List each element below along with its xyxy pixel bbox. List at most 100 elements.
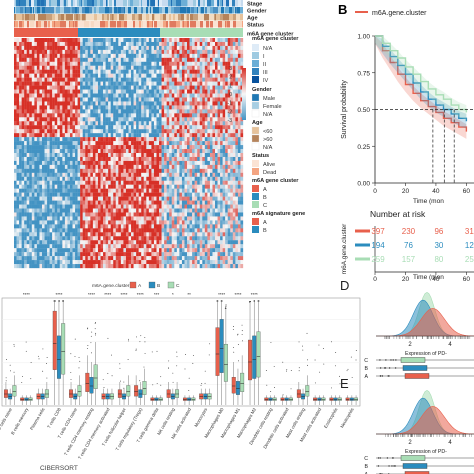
heatmap-cell: [197, 81, 200, 86]
heatmap-cell: [220, 164, 223, 170]
annotation-cell: [42, 7, 43, 14]
heatmap-cell: [36, 208, 40, 213]
annotation-cell: [238, 0, 239, 7]
heatmap-cell: [47, 97, 50, 102]
heatmap-cell: [62, 184, 66, 189]
heatmap-cell: [19, 57, 22, 62]
heatmap-cell: [110, 236, 114, 241]
heatmap-cell: [36, 196, 40, 201]
heatmap-cell: [151, 224, 155, 229]
heatmap-cell: [62, 145, 66, 150]
heatmap-cell: [166, 160, 170, 166]
heatmap-cell: [26, 168, 30, 173]
heatmap-cell: [85, 232, 88, 237]
heatmap-cell: [80, 73, 83, 78]
heatmap-cell: [240, 153, 244, 158]
annotation-cell: [41, 0, 44, 7]
heatmap-cell: [179, 228, 183, 233]
heatmap-cell: [153, 101, 157, 106]
heatmap-cell: [69, 200, 73, 205]
heatmap-cell: [235, 153, 239, 158]
heatmap-cell: [176, 45, 180, 51]
annotation-cell: [139, 14, 142, 21]
heatmap-cell: [82, 93, 86, 98]
heatmap-cell: [171, 149, 175, 154]
heatmap-cell: [29, 216, 32, 221]
heatmap-cell: [24, 141, 27, 146]
heatmap-cell: [131, 69, 134, 74]
heatmap-cell: [85, 77, 88, 82]
heatmap-cell: [174, 137, 177, 142]
heatmap-cell: [41, 176, 45, 181]
heatmap-cell: [87, 137, 91, 142]
heatmap-cell: [230, 129, 233, 134]
heatmap-cell: [57, 224, 60, 229]
annotation-cell: [57, 0, 60, 7]
annotation-cell: [60, 7, 62, 14]
heatmap-cell: [19, 113, 22, 118]
heatmap-cell: [34, 212, 38, 217]
heatmap-cell: [85, 38, 88, 43]
heatmap-cell: [16, 153, 20, 158]
heatmap-cell: [171, 200, 175, 205]
heatmap-cell: [215, 232, 218, 237]
heatmap-cell: [120, 145, 124, 150]
annotation-cell: [77, 7, 79, 14]
heatmap-cell: [108, 168, 111, 173]
heatmap-cell: [113, 145, 116, 150]
heatmap-cell: [153, 41, 157, 47]
heatmap-cell: [133, 145, 137, 150]
heatmap-cell: [113, 141, 116, 146]
heatmap-cell: [143, 232, 147, 237]
heatmap-cell: [222, 200, 226, 205]
heatmap-cell: [179, 156, 183, 162]
heatmap-cell: [176, 93, 180, 98]
heatmap-cell: [105, 184, 109, 189]
heatmap-cell: [118, 93, 122, 98]
heatmap-cell: [161, 180, 165, 185]
heatmap-cell: [26, 45, 30, 51]
heatmap-cell: [176, 125, 180, 130]
heatmap-cell: [136, 38, 139, 43]
annotation-cell: [92, 14, 94, 21]
heatmap-cell: [115, 208, 119, 213]
heatmap-cell: [209, 141, 213, 146]
heatmap-cell: [220, 149, 223, 154]
heatmap-cell: [217, 101, 221, 106]
heatmap-cell: [156, 204, 160, 209]
heatmap-cell: [174, 117, 177, 122]
heatmap-cell: [240, 184, 244, 189]
heatmap-cell: [24, 65, 27, 70]
heatmap-cell: [181, 168, 185, 173]
heatmap-cell: [209, 145, 213, 150]
heatmap-cell: [184, 188, 188, 193]
heatmap-cell: [138, 65, 142, 70]
heatmap-cell: [115, 145, 119, 150]
annotation-cell: [130, 0, 133, 7]
heatmap-cell: [47, 196, 50, 201]
heatmap-cell: [113, 204, 116, 209]
heatmap-cell: [92, 196, 96, 201]
heatmap-cell: [21, 176, 25, 181]
annotation-cell: [117, 0, 120, 7]
heatmap-cell: [207, 97, 211, 102]
heatmap-cell: [217, 228, 221, 233]
heatmap-cell: [105, 212, 109, 217]
heatmap-cell: [148, 216, 152, 221]
heatmap-cell: [227, 89, 231, 94]
heatmap-cell: [215, 212, 218, 217]
heatmap-cell: [143, 180, 147, 185]
heatmap-cell: [209, 133, 213, 138]
annotation-cell: [177, 7, 180, 14]
heatmap-cell: [181, 212, 185, 217]
heatmap-cell: [72, 208, 76, 213]
heatmap-cell: [171, 176, 175, 181]
heatmap-cell: [133, 216, 137, 221]
heatmap-cell: [14, 220, 17, 225]
heatmap-cell: [95, 49, 99, 55]
heatmap-cell: [75, 105, 78, 110]
annotation-cell: [223, 14, 225, 21]
heatmap-cell: [240, 38, 244, 43]
heatmap-cell: [199, 212, 203, 217]
heatmap-cell: [115, 101, 119, 106]
